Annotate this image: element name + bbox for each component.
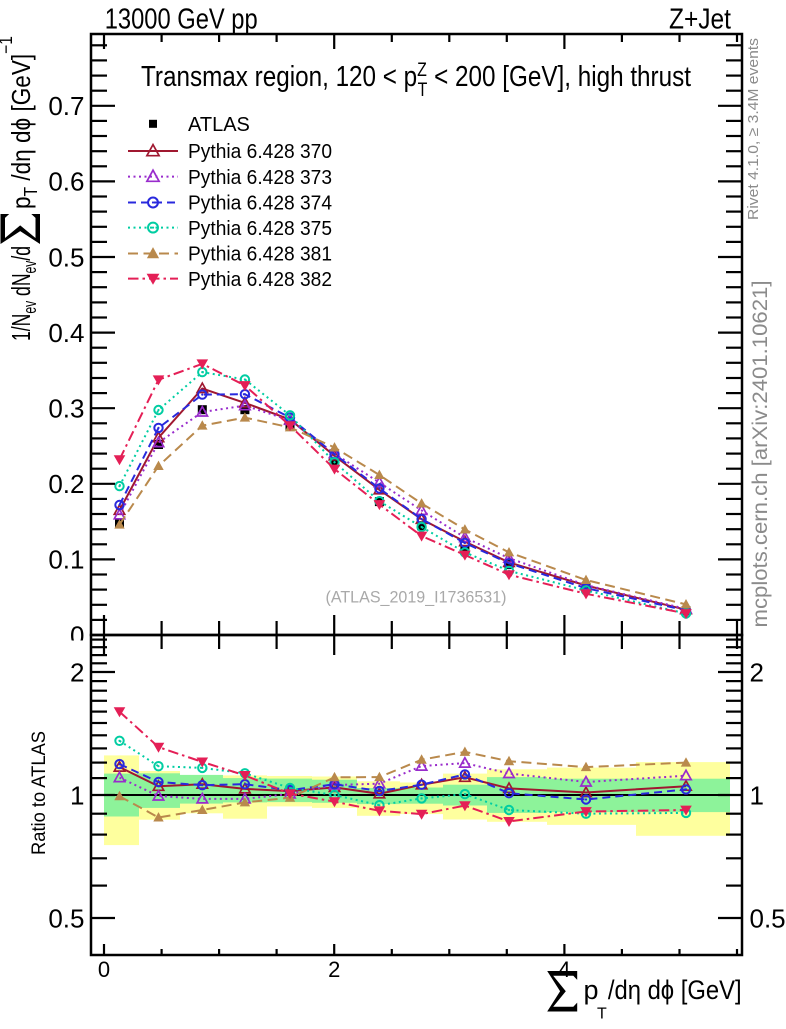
svg-text:0.2: 0.2 (48, 469, 84, 499)
svg-text:Pythia 6.428 381: Pythia 6.428 381 (188, 244, 332, 266)
svg-text:Pythia 6.428 374: Pythia 6.428 374 (188, 193, 332, 215)
svg-text:Rivet 4.1.0, ≥ 3.4M events: Rivet 4.1.0, ≥ 3.4M events (745, 38, 762, 220)
svg-text:T: T (597, 1006, 607, 1023)
svg-text:Pythia 6.428 370: Pythia 6.428 370 (188, 141, 332, 163)
svg-text:0.7: 0.7 (48, 91, 84, 121)
svg-text:2: 2 (328, 957, 340, 982)
svg-text:Ratio to ATLAS: Ratio to ATLAS (29, 731, 50, 855)
svg-text:Pythia 6.428 382: Pythia 6.428 382 (188, 269, 332, 291)
svg-text:1: 1 (70, 780, 84, 810)
svg-text:(ATLAS_2019_I1736531): (ATLAS_2019_I1736531) (326, 588, 507, 607)
svg-text:ATLAS: ATLAS (188, 114, 250, 136)
svg-text:0.6: 0.6 (48, 167, 84, 197)
svg-text:0.1: 0.1 (48, 545, 84, 575)
svg-text:0.5: 0.5 (48, 242, 84, 272)
svg-text:2: 2 (70, 657, 84, 687)
svg-text:Z+Jet: Z+Jet (669, 4, 731, 36)
svg-text:mcplots.cern.ch [arXiv:2401.10: mcplots.cern.ch [arXiv:2401.10621] (749, 281, 772, 628)
svg-text:0.3: 0.3 (48, 394, 84, 424)
svg-text:1/Nev dNev/d: 1/Nev dNev/d (6, 246, 40, 341)
svg-text:1: 1 (750, 780, 764, 810)
svg-text:4: 4 (558, 957, 570, 982)
svg-text:p: p (584, 975, 599, 1005)
svg-text:2: 2 (750, 657, 764, 687)
svg-text:0.5: 0.5 (48, 903, 84, 933)
svg-text:0.5: 0.5 (750, 903, 786, 933)
svg-text:13000 GeV pp: 13000 GeV pp (105, 4, 258, 36)
svg-text:Pythia 6.428 373: Pythia 6.428 373 (188, 167, 332, 189)
svg-text:0.4: 0.4 (48, 318, 84, 348)
svg-text:0: 0 (98, 957, 110, 982)
svg-text:/dη dϕ [GeV]: /dη dϕ [GeV] (608, 975, 742, 1005)
svg-text:pT /dη dϕ [GeV]−1: pT /dη dϕ [GeV]−1 (0, 36, 41, 209)
svg-text:0: 0 (70, 620, 84, 650)
svg-text:Pythia 6.428 375: Pythia 6.428 375 (188, 218, 332, 240)
